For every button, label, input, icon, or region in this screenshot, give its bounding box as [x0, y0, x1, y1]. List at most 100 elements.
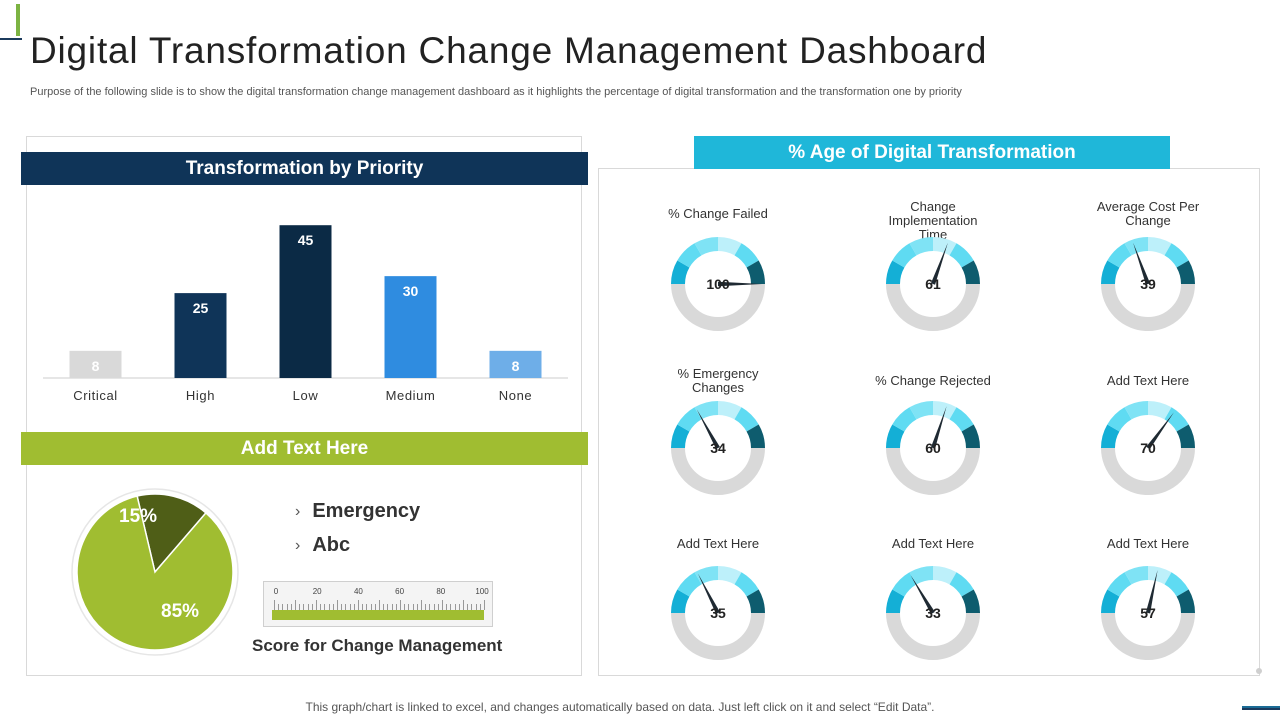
gauge-dial[interactable]: 35: [668, 563, 768, 663]
gauge-needle: [696, 409, 720, 450]
chevron-right-icon: ›: [295, 502, 301, 520]
gauge-segment: [961, 589, 980, 614]
legend-label: Abc: [312, 534, 351, 556]
scale-tick-label: 40: [353, 587, 363, 596]
pie-slice-emergency[interactable]: [136, 493, 207, 574]
gauge-segment: [892, 572, 917, 597]
gauge-dial[interactable]: 57: [1098, 563, 1198, 663]
gauge-segment: [717, 566, 742, 585]
emergency-pie-chart[interactable]: [65, 482, 245, 662]
legend-item-emergency: › Emergency: [295, 500, 420, 523]
bar-value-label: 25: [193, 300, 209, 316]
gauge-value: 34: [710, 440, 726, 456]
gauge-segment: [694, 237, 719, 256]
gauge-value: 100: [706, 276, 730, 292]
gauge-needle: [698, 573, 720, 614]
scale-tick-label: 80: [436, 587, 446, 596]
gauge-segment: [1176, 424, 1195, 449]
gauge-segment: [1101, 424, 1120, 449]
left-panel-frame: [26, 136, 582, 676]
gauge-segment: [892, 407, 917, 432]
gauge-value: 35: [710, 605, 726, 621]
bar-critical[interactable]: [69, 350, 122, 378]
gauge-segment: [1107, 407, 1132, 432]
gauge-label: % Emergency Changes: [677, 366, 759, 395]
gauge-segment: [671, 589, 690, 614]
score-scale: 0 20 40 60 80 100: [263, 581, 493, 627]
gauge-label: Add Text Here: [1106, 536, 1190, 551]
gauge-segment: [932, 566, 957, 585]
gauge-segment: [886, 260, 905, 285]
gauge-segment: [746, 589, 765, 614]
score-scale-ruler: [274, 600, 485, 610]
gauge-segment: [734, 243, 759, 268]
bar-high[interactable]: [174, 293, 227, 378]
gauge-dial[interactable]: 33: [883, 563, 983, 663]
gauge-segment: [694, 401, 719, 420]
gauge-needle: [930, 406, 947, 449]
gauge-label: Add Text Here: [891, 536, 975, 551]
gauge-segment: [1107, 243, 1132, 268]
priority-bar-chart[interactable]: 8 Critical 25 High 45 Low 30 Medium 8 None: [30, 190, 580, 415]
gauge-track: [671, 447, 765, 495]
gauge-dial[interactable]: 70: [1098, 398, 1198, 498]
gauge-label: Average Cost Per Change: [1096, 199, 1200, 228]
gauge-segment: [932, 401, 957, 420]
gauge-dial[interactable]: 61: [883, 234, 983, 334]
gauge-segment: [1124, 401, 1149, 420]
decorative-dot: [1256, 668, 1262, 674]
gauge-segment: [949, 243, 974, 268]
gauge-segment: [949, 407, 974, 432]
page-title: Digital Transformation Change Management…: [30, 30, 988, 71]
gauge-value: 61: [925, 276, 941, 292]
gauge-segment: [717, 237, 742, 256]
bar-low[interactable]: [279, 225, 332, 378]
gauge-value: 57: [1140, 605, 1156, 621]
gauge-value: 70: [1140, 440, 1156, 456]
bar-value-label: 8: [512, 358, 520, 374]
gauge-label: Add Text Here: [1106, 373, 1190, 388]
gauge-segment: [886, 589, 905, 614]
gauge-track: [671, 283, 765, 331]
scale-tick-label: 20: [312, 587, 322, 596]
pie-slice-abc[interactable]: [76, 495, 234, 651]
add-text-panel-header: Add Text Here: [21, 432, 588, 465]
scale-tick-label: 100: [475, 587, 489, 596]
gauge-segment: [671, 260, 690, 285]
gauge-segment: [1164, 407, 1189, 432]
gauge-track: [1101, 447, 1195, 495]
bar-medium[interactable]: [384, 276, 437, 378]
footer-note: This graph/chart is linked to excel, and…: [305, 700, 935, 714]
pie-label-emergency: 15%: [119, 506, 158, 527]
gauge-segment: [1147, 566, 1172, 585]
gauge-track: [886, 612, 980, 660]
gauge-segment: [1124, 237, 1149, 256]
gauge-segment: [734, 407, 759, 432]
legend-item-abc: › Abc: [295, 534, 350, 557]
gauge-segment: [746, 424, 765, 449]
gauge-segment: [1101, 589, 1120, 614]
gauge-dial[interactable]: 100: [668, 234, 768, 334]
gauge-track: [886, 447, 980, 495]
gauge-segment: [909, 566, 934, 585]
gauge-label: % Change Rejected: [875, 373, 991, 388]
gauge-segment: [886, 424, 905, 449]
gauge-needle: [718, 281, 762, 287]
corner-accent: [0, 0, 22, 40]
gauge-dial[interactable]: 34: [668, 398, 768, 498]
gauge-value: 39: [1140, 276, 1156, 292]
x-tick-label: High: [186, 388, 215, 403]
gauge-segment: [892, 243, 917, 268]
gauge-segment: [1107, 572, 1132, 597]
pie-label-abc: 85%: [161, 601, 200, 622]
scale-tick-label: 60: [395, 587, 405, 596]
gauge-segment: [909, 237, 934, 256]
gauge-value: 60: [925, 440, 941, 456]
score-scale-fill: [272, 610, 484, 620]
gauge-dial[interactable]: 60: [883, 398, 983, 498]
x-tick-label: Medium: [386, 388, 436, 403]
bar-value-label: 30: [403, 283, 419, 299]
gauge-segment: [677, 407, 702, 432]
bar-none[interactable]: [489, 350, 542, 378]
gauge-dial[interactable]: 39: [1098, 234, 1198, 334]
